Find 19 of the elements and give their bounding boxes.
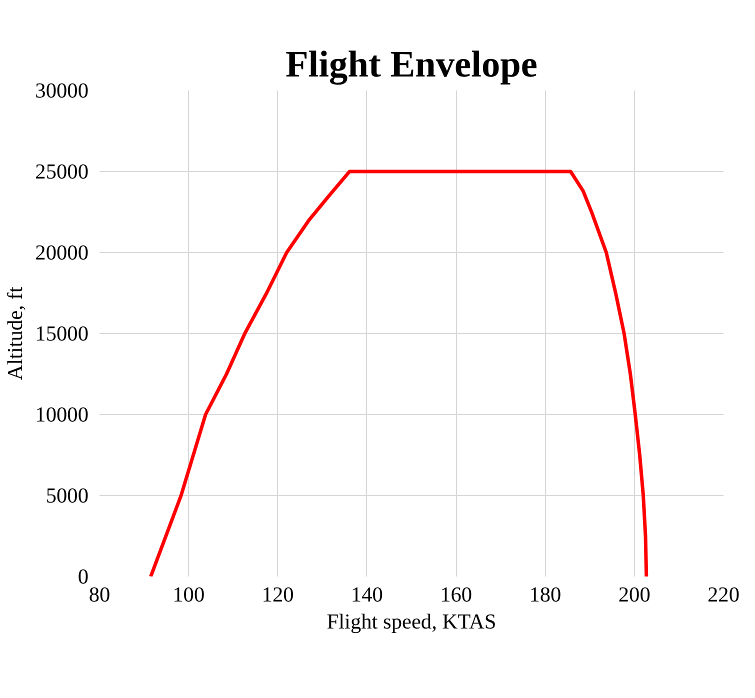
x-tick-label: 100	[172, 582, 205, 606]
y-tick-label: 0	[78, 564, 89, 588]
y-axis-title: Altitude, ft	[3, 286, 28, 380]
y-tick-label: 15000	[35, 322, 89, 346]
chart-title: Flight Envelope	[286, 44, 538, 86]
y-tick-label: 5000	[46, 484, 88, 508]
y-tick-label: 20000	[35, 240, 89, 264]
y-tick-label: 10000	[35, 402, 89, 426]
x-tick-label: 120	[262, 582, 294, 606]
y-tick-label: 25000	[35, 160, 89, 184]
x-tick-label: 160	[440, 582, 472, 606]
x-tick-label: 140	[350, 582, 383, 606]
x-tick-label: 80	[88, 582, 110, 606]
x-tick-label: 220	[708, 582, 740, 606]
x-axis-title: Flight speed, KTAS	[326, 610, 496, 634]
line-series	[149, 170, 648, 576]
x-tick-label: 200	[618, 582, 650, 606]
x-tick-label: 180	[529, 582, 562, 606]
y-tick-label: 30000	[35, 78, 89, 102]
